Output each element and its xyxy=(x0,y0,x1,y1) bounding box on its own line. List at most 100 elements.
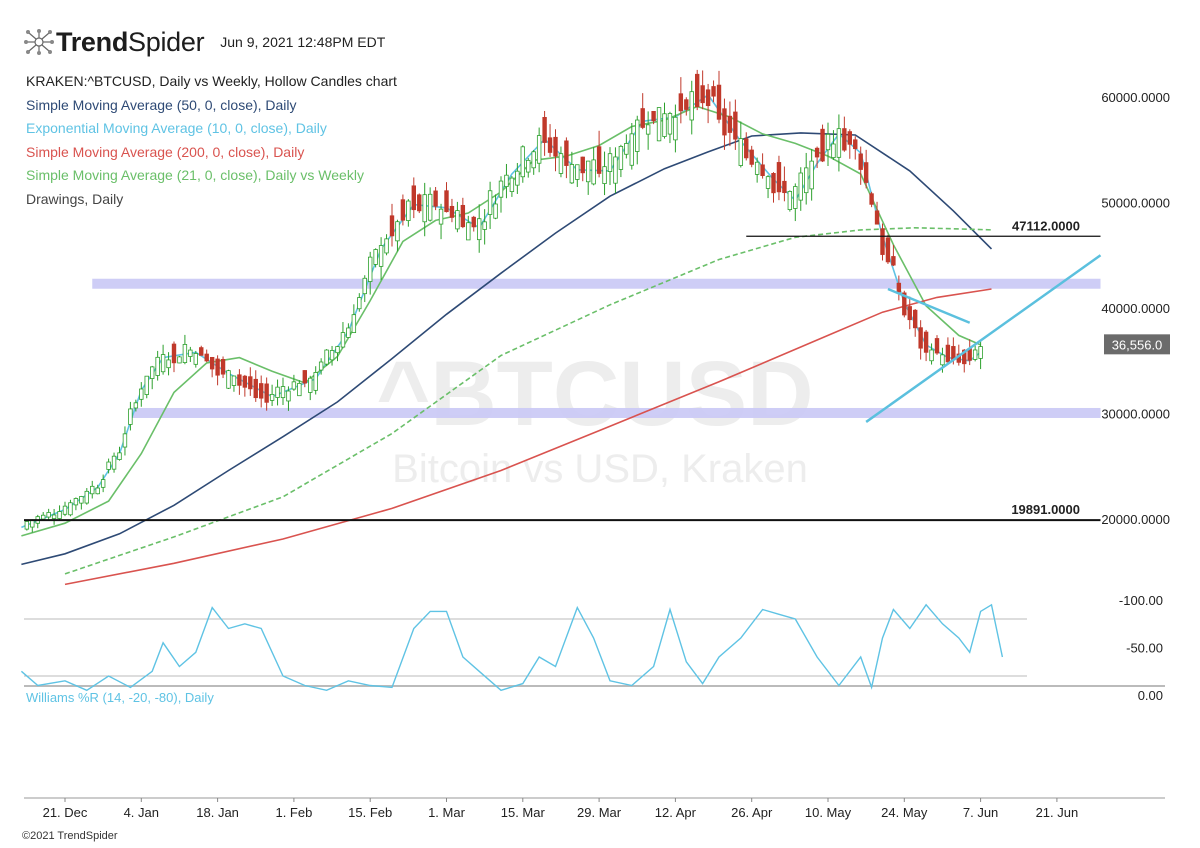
candle-body xyxy=(716,84,722,120)
candle-body xyxy=(139,388,144,400)
candle-body xyxy=(242,375,248,388)
candle-body xyxy=(493,203,498,219)
candle-body xyxy=(455,210,460,230)
candle-body xyxy=(286,390,291,402)
candle-body xyxy=(308,377,313,393)
candle-body xyxy=(62,505,68,515)
candle-body xyxy=(68,502,73,516)
candle-body xyxy=(662,113,667,137)
legend-item-drawings[interactable]: Drawings, Daily xyxy=(26,190,124,207)
x-tick-label: 7. Jun xyxy=(963,805,998,820)
legend-item-sma50[interactable]: Simple Moving Average (50, 0, close), Da… xyxy=(26,96,297,113)
candle-body xyxy=(51,514,57,519)
candle-body xyxy=(913,309,918,329)
legend-item-sma200[interactable]: Simple Moving Average (200, 0, close), D… xyxy=(26,143,305,160)
candle-body xyxy=(166,359,171,369)
candle-body xyxy=(553,136,558,157)
support-resistance-band-1 xyxy=(130,407,1101,418)
candle-body xyxy=(73,498,79,506)
candles-group xyxy=(24,69,983,533)
candle-body xyxy=(526,159,531,173)
candle-body xyxy=(923,331,929,353)
candle-body xyxy=(722,108,727,136)
level-label-1: 19891.0000 xyxy=(1011,502,1080,517)
candle-body xyxy=(171,343,177,364)
candle-body xyxy=(460,204,466,228)
x-tick-label: 21. Dec xyxy=(43,805,88,820)
candle-body xyxy=(847,131,852,145)
candle-body xyxy=(793,186,798,209)
candle-body xyxy=(231,375,237,386)
candle-body xyxy=(705,89,711,107)
candle-body xyxy=(215,358,220,376)
candle-body xyxy=(95,487,100,495)
x-tick-label: 10. May xyxy=(805,805,852,820)
x-tick-label: 4. Jan xyxy=(124,805,159,820)
candle-body xyxy=(466,222,471,241)
candle-body xyxy=(340,332,346,348)
candle-body xyxy=(591,159,596,185)
candle-body xyxy=(760,164,765,177)
y-tick-label: 60000.0000 xyxy=(1101,90,1170,105)
candle-body xyxy=(182,344,188,363)
candle-body xyxy=(962,349,967,365)
candle-body xyxy=(798,172,803,201)
williams-y-tick-label: -50.00 xyxy=(1126,641,1163,656)
candle-body xyxy=(656,107,662,142)
legend-item-sma21[interactable]: Simple Moving Average (21, 0, close), Da… xyxy=(26,167,364,183)
candle-body xyxy=(547,137,553,153)
candle-body xyxy=(569,164,575,184)
last-price-tag: 36,556.0 xyxy=(1112,337,1163,352)
candle-body xyxy=(427,193,433,221)
header: TrendSpider Jun 9, 2021 12:48PM EDT xyxy=(22,22,385,62)
candle-body xyxy=(395,221,400,242)
candle-body xyxy=(324,349,329,365)
candle-body xyxy=(188,349,193,357)
candle-body xyxy=(433,190,438,207)
candle-body xyxy=(700,85,705,104)
williams-y-tick-label: -100.00 xyxy=(1119,593,1163,608)
candle-body xyxy=(891,256,896,266)
symbol-description: KRAKEN:^BTCUSD, Daily vs Weekly, Hollow … xyxy=(26,73,397,89)
series-line-sma200 xyxy=(64,288,992,586)
y-tick-label: 40000.0000 xyxy=(1101,301,1170,316)
series-line-weekly xyxy=(64,226,992,575)
x-tick-label: 26. Apr xyxy=(731,805,773,820)
candle-body xyxy=(128,408,133,425)
candle-body xyxy=(918,327,923,349)
candle-body xyxy=(814,147,820,158)
candle-body xyxy=(945,344,951,363)
candle-body xyxy=(754,161,760,175)
x-tick-label: 1. Feb xyxy=(275,805,312,820)
candle-body xyxy=(520,146,525,178)
candle-body xyxy=(204,353,209,362)
candle-body xyxy=(258,383,264,399)
candle-body xyxy=(929,349,934,362)
last-price-tag-bg xyxy=(1104,334,1170,355)
candle-body xyxy=(771,172,776,194)
candle-body xyxy=(749,149,754,165)
candle-body xyxy=(46,512,51,518)
trendspider-logo[interactable]: TrendSpider xyxy=(22,27,205,58)
candle-body xyxy=(237,374,242,386)
candle-body xyxy=(346,327,351,338)
candle-body xyxy=(193,353,198,365)
williams-y-tick-label: 0.00 xyxy=(1138,688,1163,703)
candle-body xyxy=(406,200,411,222)
candle-body xyxy=(329,350,335,361)
candle-body xyxy=(738,138,743,166)
copyright: ©2021 TrendSpider xyxy=(22,830,118,842)
candle-body xyxy=(57,511,62,519)
candle-body xyxy=(934,338,940,354)
candle-body xyxy=(564,140,569,166)
y-tick-label: 50000.0000 xyxy=(1101,196,1170,211)
candle-body xyxy=(100,479,106,488)
candle-body xyxy=(253,378,258,399)
candle-body xyxy=(613,156,618,184)
candle-body xyxy=(874,210,880,225)
candle-body xyxy=(596,146,602,174)
candle-body xyxy=(248,376,253,390)
candle-body xyxy=(487,190,493,215)
legend-item-ema10[interactable]: Exponential Moving Average (10, 0, close… xyxy=(26,120,327,136)
